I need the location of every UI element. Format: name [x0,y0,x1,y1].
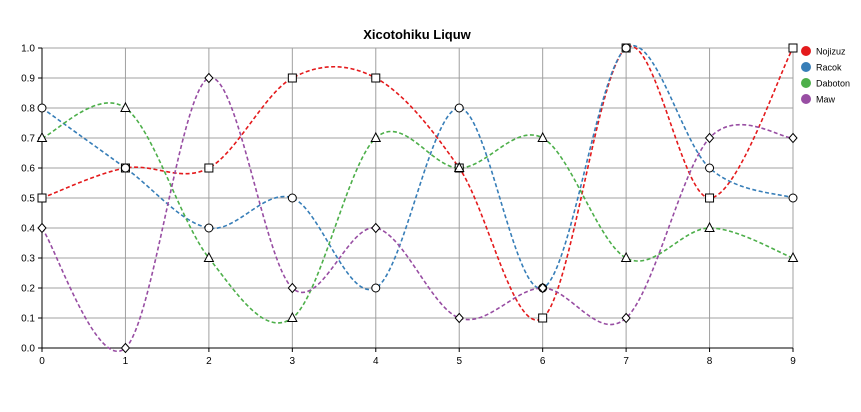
legend: Nojizuz Racok Daboton Maw [801,46,850,105]
x-tick-label: 1 [123,356,129,367]
y-tick-label: 0.5 [21,194,35,205]
y-tick-label: 0.2 [21,284,35,295]
data-point-maw [454,312,464,324]
legend-label-maw: Maw [816,95,836,105]
data-point-daboton [370,131,382,142]
data-point-racok [454,103,464,113]
legend-swatch-maw [801,94,811,104]
y-tick-label: 0.8 [21,104,35,115]
data-point-nojizuz [287,73,297,83]
data-point-daboton [453,161,465,172]
data-point-daboton [787,251,799,262]
data-point-maw [621,312,631,324]
data-point-maw [537,282,548,294]
x-tick-label: 0 [39,356,45,367]
data-point-maw [788,132,798,144]
legend-swatch-racok [801,62,811,72]
data-point-racok [204,223,214,233]
data-point-racok [788,193,798,203]
x-tick-label: 8 [707,356,713,367]
data-point-racok [287,193,297,203]
data-point-daboton [36,131,48,142]
legend-label-daboton: Daboton [816,79,850,89]
y-tick-label: 0.0 [21,344,35,355]
x-tick-label: 6 [540,356,546,367]
data-point-racok [705,163,715,173]
data-point-maw [287,282,298,294]
y-tick-label: 0.7 [21,134,35,145]
data-point-maw [371,222,381,234]
series-line-maw [41,77,794,352]
data-point-maw [120,342,131,354]
data-point-daboton [120,101,131,112]
x-tick-label: 7 [623,356,629,367]
series-line-daboton [41,102,794,324]
x-tick-label: 2 [206,356,212,367]
data-point-daboton [537,131,548,142]
data-point-racok [37,103,47,113]
data-point-racok [621,43,631,53]
legend-swatch-nojizuz [801,46,811,56]
x-tick-label: 9 [790,356,796,367]
series-markers [36,43,799,354]
x-tick-label: 4 [373,356,379,367]
data-point-nojizuz [37,193,47,203]
y-tick-label: 0.1 [21,314,35,325]
data-point-maw [704,132,715,144]
series-line-racok [41,44,794,291]
y-tick-label: 1.0 [21,44,35,55]
data-point-nojizuz [705,193,715,203]
y-tick-label: 0.9 [21,74,35,85]
data-point-daboton [704,221,715,232]
legend-label-racok: Racok [816,63,842,73]
y-tick-label: 0.4 [21,224,35,235]
data-point-nojizuz [788,43,798,53]
data-point-nojizuz [204,163,214,173]
data-point-racok [371,283,381,293]
data-point-daboton [287,311,298,322]
data-point-racok [120,163,130,173]
series-line-nojizuz [41,45,794,321]
data-point-daboton [203,251,215,262]
chart-title: Xicotohiku Liquw [363,27,471,42]
y-tick-label: 0.6 [21,164,35,175]
data-point-maw [204,72,214,84]
x-tick-label: 5 [456,356,462,367]
data-point-nojizuz [538,313,548,323]
data-point-maw [37,222,47,234]
x-tick-label: 3 [290,356,296,367]
data-point-nojizuz [371,73,381,83]
y-tick-label: 0.3 [21,254,35,265]
data-point-daboton [620,251,632,262]
legend-label-nojizuz: Nojizuz [816,47,846,57]
legend-swatch-daboton [801,78,811,88]
